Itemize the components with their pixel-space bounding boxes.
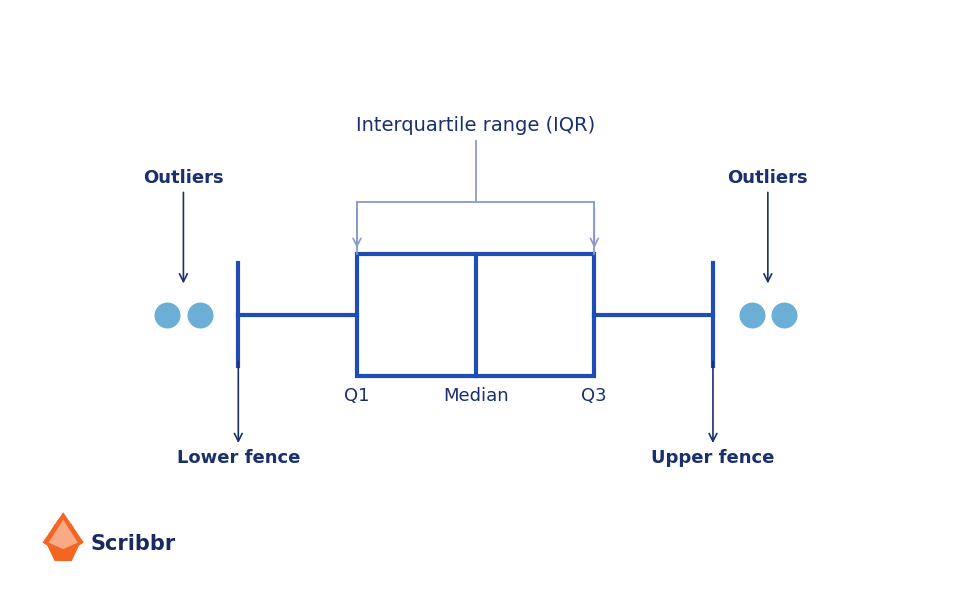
Point [160, 310, 175, 320]
Text: Outliers: Outliers [727, 169, 808, 282]
Text: Upper fence: Upper fence [652, 362, 774, 467]
Polygon shape [49, 519, 78, 549]
Polygon shape [42, 512, 84, 556]
Text: Interquartile range (IQR): Interquartile range (IQR) [356, 116, 595, 135]
Text: Median: Median [443, 387, 508, 404]
Point [192, 310, 208, 320]
Bar [357, 254, 594, 375]
Text: Q3: Q3 [582, 387, 607, 404]
Point [744, 310, 759, 320]
Text: Q1: Q1 [345, 387, 369, 404]
Text: Outliers: Outliers [144, 169, 224, 282]
Polygon shape [46, 524, 80, 561]
Point [776, 310, 791, 320]
Text: Lower fence: Lower fence [177, 362, 300, 467]
Text: Scribbr: Scribbr [91, 534, 176, 554]
